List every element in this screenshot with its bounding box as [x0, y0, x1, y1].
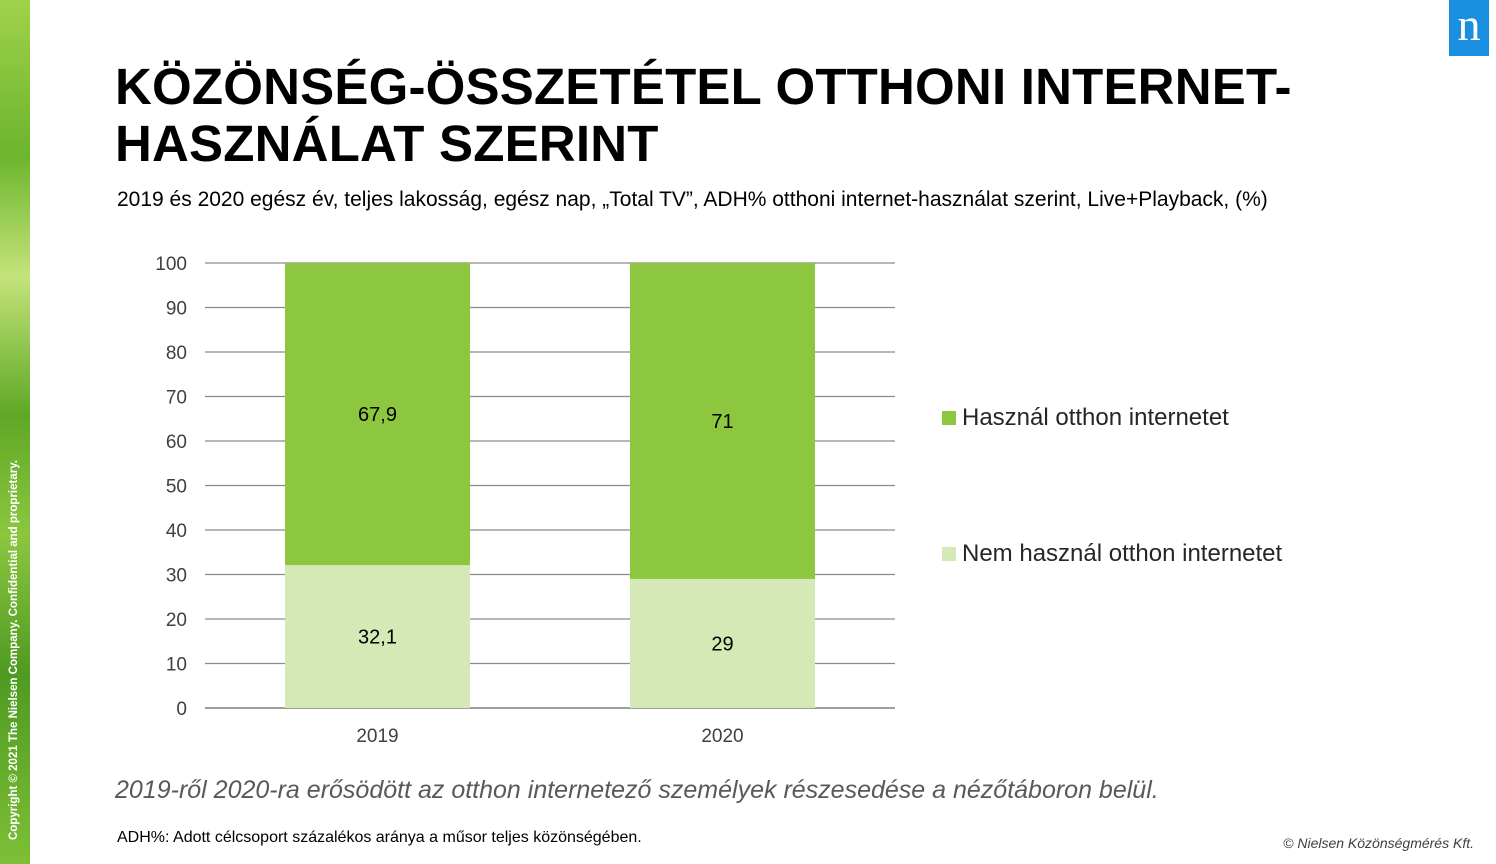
y-tick-label: 90: [166, 299, 187, 320]
y-tick-label: 80: [166, 343, 187, 364]
data-label: 32,1: [358, 627, 397, 649]
legend-label-uses-internet: Használ otthon internetet: [962, 404, 1229, 431]
bar-segment: [630, 263, 815, 579]
legend-item-no-internet: Nem használ otthon internetet: [942, 540, 1282, 568]
data-label: 71: [711, 411, 733, 433]
bar-segment: [285, 263, 470, 566]
y-tick-label: 100: [155, 254, 187, 275]
slide-subtitle: 2019 és 2020 egész év, teljes lakosság, …: [117, 188, 1268, 211]
x-tick-label: 2019: [356, 726, 398, 747]
legend-swatch-uses-internet: [942, 411, 956, 425]
x-tick-label: 2020: [701, 726, 743, 747]
y-tick-label: 40: [166, 521, 187, 542]
data-label: 67,9: [358, 404, 397, 426]
legend-label-no-internet: Nem használ otthon internetet: [962, 540, 1283, 567]
y-tick-label: 10: [166, 655, 187, 676]
y-tick-label: 60: [166, 432, 187, 453]
y-tick-label: 50: [166, 477, 187, 498]
data-label: 29: [711, 633, 733, 655]
y-tick-label: 70: [166, 388, 187, 409]
legend-item-uses-internet: Használ otthon internetet: [942, 404, 1229, 432]
slide-caption: 2019-ről 2020-ra erősödött az otthon int…: [115, 776, 1159, 804]
footnote: ADH%: Adott célcsoport százalékos aránya…: [117, 829, 642, 846]
y-tick-label: 0: [176, 699, 187, 720]
bar-segment: [285, 565, 470, 708]
side-decoration-strip: Copyright © 2021 The Nielsen Company. Co…: [0, 0, 30, 864]
y-tick-label: 30: [166, 566, 187, 587]
y-tick-label: 20: [166, 610, 187, 631]
legend-swatch-no-internet: [942, 547, 956, 561]
nielsen-logo: n: [1449, 0, 1489, 56]
bar-segment: [630, 578, 815, 708]
slide-title: KÖZÖNSÉG-ÖSSZETÉTEL OTTHONI INTERNET-HAS…: [115, 58, 1292, 172]
credit-text: © Nielsen Közönségmérés Kft.: [1283, 835, 1474, 851]
